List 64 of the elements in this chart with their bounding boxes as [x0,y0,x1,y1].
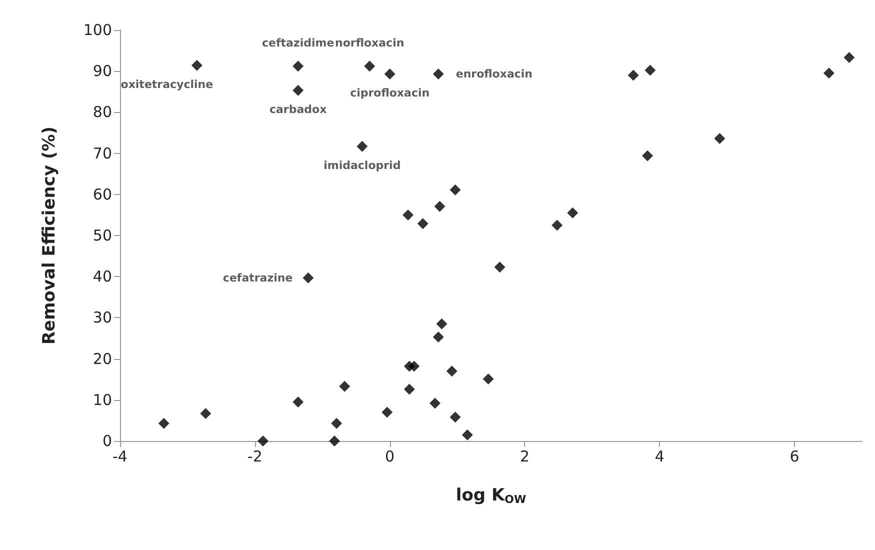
point [404,384,415,395]
x-tick-label: 6 [790,448,800,466]
point [450,184,461,196]
point [158,418,170,429]
point [329,436,340,446]
x-tick-label: -2 [247,448,262,466]
point [302,272,314,284]
point [823,68,834,79]
annotation: enrofloxacin [456,67,533,80]
point [642,150,653,162]
point [432,68,444,80]
point [714,133,726,144]
y-tick-label: 60 [92,185,112,204]
annotation: cefatrazine [222,271,293,284]
point [408,360,420,372]
point [402,209,414,220]
point [364,60,376,72]
y-tick-label: 100 [83,21,112,39]
y-tick-label: 80 [92,103,112,122]
point [430,398,441,409]
point [200,408,212,419]
annotation: imidacloprid [324,158,401,172]
point [462,429,473,440]
point [258,436,269,446]
annotation: carbadox [269,102,327,116]
y-tick-label: 70 [92,144,112,162]
y-tick-label: 50 [92,226,112,244]
point [331,418,342,429]
point [292,84,304,96]
y-tick-label: 10 [92,390,112,409]
point [628,70,639,81]
y-axis-title: Removal Efficiency (%) [40,126,60,345]
point [356,140,368,152]
point [494,262,506,273]
point [292,396,304,408]
point [382,406,393,418]
y-tick-label: 30 [92,308,112,327]
point [432,332,444,343]
point [644,64,656,76]
point [567,207,578,218]
point [292,60,304,72]
x-tick-label: 4 [654,448,664,466]
y-tick-label: 90 [92,62,112,80]
annotation: norfloxacin [334,36,404,50]
point [434,200,446,212]
point [191,60,202,71]
x-tick-label: 2 [520,448,530,466]
point [552,220,563,231]
annotation: ceftazidime [262,36,334,50]
annotation: oxitetracycline [120,78,214,91]
point [417,218,428,230]
x-tick-label: -4 [112,448,128,466]
x-tick-label: 0 [385,448,395,466]
y-tick-label: 0 [102,432,112,450]
y-tick-label: 20 [92,350,112,368]
point [450,412,461,423]
y-tick-label: 40 [92,268,112,286]
annotation: ciprofloxacin [350,86,430,100]
point [384,68,396,80]
point [446,366,458,377]
point [482,373,494,384]
point [436,318,448,330]
point [844,52,855,64]
point [339,380,350,392]
